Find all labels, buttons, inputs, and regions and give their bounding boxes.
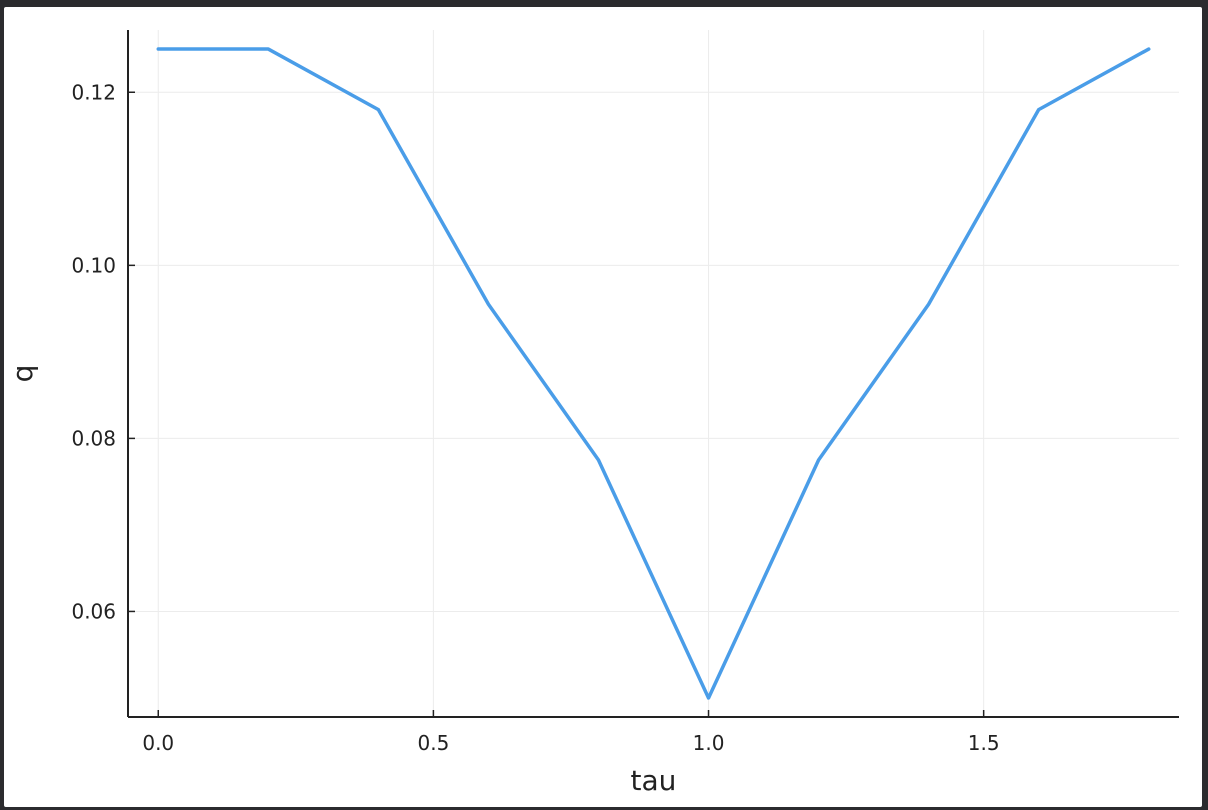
series-line <box>156 47 1151 700</box>
x-tick-label: 1.0 <box>693 731 725 755</box>
series-group <box>156 47 1151 700</box>
y-axis-label: q <box>6 365 39 383</box>
x-tick-label: 1.5 <box>968 731 1000 755</box>
x-axis-label: tau <box>631 764 677 797</box>
axes <box>127 30 1179 718</box>
y-tick-label: 0.06 <box>71 599 116 623</box>
y-tick-label: 0.08 <box>71 426 116 450</box>
grid <box>128 30 1179 717</box>
line-chart: 0.0 0.5 1.0 1.5 0.06 0.08 0.10 0.12 tau q <box>6 30 1179 797</box>
x-tick-label: 0.5 <box>417 731 449 755</box>
chart-frame: 0.0 0.5 1.0 1.5 0.06 0.08 0.10 0.12 tau q <box>4 7 1202 807</box>
ticks: 0.0 0.5 1.0 1.5 0.06 0.08 0.10 0.12 <box>71 80 999 755</box>
y-tick-label: 0.12 <box>71 80 116 104</box>
y-tick-label: 0.10 <box>71 253 116 277</box>
x-tick-label: 0.0 <box>142 731 174 755</box>
